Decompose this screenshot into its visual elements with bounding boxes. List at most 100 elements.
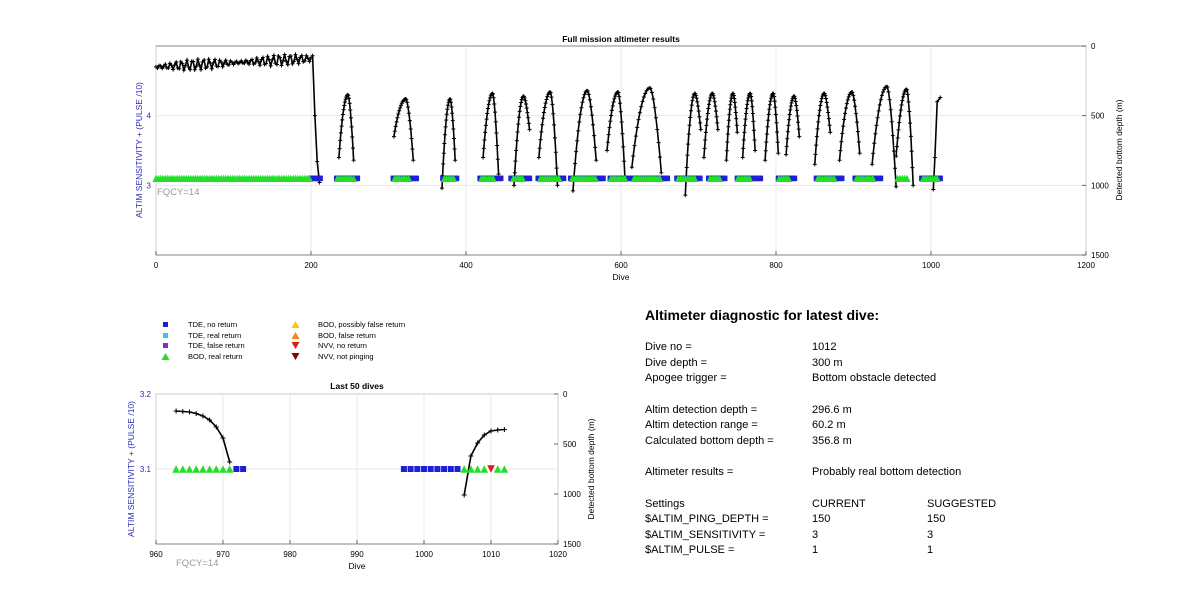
- legend-marker-icon: [160, 331, 172, 341]
- bottom-depth-point: [659, 170, 664, 175]
- bottom-depth-point: [341, 107, 346, 112]
- dive-no-value: 1012: [812, 341, 837, 353]
- bottom-depth-point: [491, 95, 496, 100]
- bottom-depth-point: [553, 150, 558, 155]
- bod-real-return-marker: [591, 174, 600, 182]
- bottom-depth-point: [701, 155, 706, 160]
- bottom-depth-point: [187, 409, 192, 415]
- bottom-depth-point: [838, 148, 843, 153]
- bottom-depth-point: [526, 121, 531, 126]
- bottom-depth-point: [514, 138, 519, 143]
- bottom-depth-point: [281, 58, 286, 63]
- bottom-depth-point: [406, 111, 411, 116]
- bottom-depth-point: [611, 99, 616, 104]
- bottom-depth-point: [393, 124, 398, 129]
- bod-real-return-marker: [715, 174, 724, 182]
- bottom-depth-point: [573, 161, 578, 166]
- bottom-depth-point: [772, 99, 777, 104]
- bottom-depth-point: [854, 111, 859, 116]
- bottom-depth-point: [891, 149, 896, 154]
- bottom-depth-point: [653, 115, 658, 120]
- x-tick-label: 1020: [549, 550, 567, 559]
- tde-no-return-marker: [414, 466, 421, 472]
- bottom-depth-point: [219, 59, 224, 64]
- bottom-depth-point: [541, 110, 546, 115]
- bottom-depth-point: [772, 94, 777, 99]
- bottom-depth-point: [685, 153, 690, 158]
- bottom-depth-point: [220, 64, 225, 69]
- bottom-depth-point: [854, 120, 859, 125]
- bottom-depth-point: [183, 63, 188, 68]
- tde-no-return-marker: [400, 466, 407, 472]
- bottom-depth-point: [350, 135, 355, 140]
- bottom-depth-point: [764, 140, 769, 145]
- bottom-depth-point: [713, 109, 718, 114]
- bottom-depth-point: [231, 62, 236, 67]
- y2-tick-label: 500: [1091, 112, 1105, 121]
- bottom-depth-point: [482, 138, 487, 143]
- bottom-depth-point: [656, 140, 661, 145]
- bottom-depth-point: [223, 58, 228, 63]
- x-tick-label: 970: [216, 550, 230, 559]
- bottom-depth-point: [247, 62, 251, 67]
- bottom-depth-point: [890, 133, 895, 138]
- bottom-depth-point: [828, 130, 833, 135]
- legend-label: TDE, false return: [188, 341, 245, 350]
- bottom-depth-point: [448, 97, 453, 102]
- bottom-depth-point: [640, 99, 645, 104]
- bottom-depth-point: [226, 62, 231, 67]
- bottom-depth-point: [637, 110, 642, 115]
- bottom-depth-point: [514, 148, 519, 153]
- bottom-depth-point: [351, 158, 356, 163]
- bottom-depth-point: [622, 159, 627, 164]
- bottom-depth-point: [213, 424, 219, 430]
- legend-marker-icon: [290, 341, 302, 351]
- bottom-depth-point: [788, 104, 793, 109]
- setting-name: $ALTIM_PING_DEPTH =: [645, 513, 769, 525]
- bottom-depth-point: [790, 98, 795, 103]
- bottom-depth-point: [488, 428, 494, 434]
- bottom-depth-point: [734, 123, 739, 128]
- bod-real-return-marker: [518, 174, 527, 182]
- bottom-depth-point: [160, 66, 165, 71]
- altim-range-value: 60.2 m: [812, 419, 846, 431]
- bottom-depth-point: [398, 105, 403, 110]
- tde-no-return-marker: [434, 466, 441, 472]
- bottom-depth-point: [871, 151, 876, 156]
- bottom-depth-point: [342, 100, 347, 105]
- bottom-depth-point: [797, 134, 802, 139]
- bod-real-return-marker: [480, 465, 489, 473]
- bottom-depth-point: [816, 119, 821, 124]
- bottom-depth-point: [704, 123, 709, 128]
- bottom-depth-point: [698, 120, 703, 125]
- bottom-depth-point: [632, 143, 637, 148]
- y2-tick-label: 1500: [1091, 251, 1109, 260]
- bottom-depth-point: [715, 120, 720, 125]
- bottom-depth-point: [885, 85, 890, 90]
- bottom-depth-point: [819, 99, 824, 104]
- bottom-depth-point: [181, 68, 186, 73]
- bottom-depth-point: [714, 114, 719, 119]
- bod-real-return-marker: [172, 465, 180, 473]
- bottom-depth-point: [694, 96, 699, 101]
- x-tick-label: 400: [459, 261, 473, 270]
- bottom-depth-point: [894, 154, 899, 159]
- bottom-depth-point: [686, 142, 691, 147]
- bottom-depth-point: [492, 102, 497, 107]
- bottom-depth-point: [177, 66, 182, 71]
- bottom-depth-point: [765, 124, 770, 129]
- marker-legend: TDE, no return TDE, real return TDE, false…: [160, 320, 460, 370]
- bottom-depth-point: [461, 492, 467, 498]
- setting-name: $ALTIM_SENSITIVITY =: [645, 528, 766, 541]
- bottom-depth-point: [173, 408, 179, 414]
- bottom-depth-point: [295, 57, 300, 62]
- bottom-depth-point: [304, 53, 309, 58]
- bottom-depth-point: [696, 109, 701, 114]
- bottom-depth-point: [404, 97, 409, 102]
- tde-no-return-marker: [454, 175, 460, 182]
- bottom-depth-point: [826, 116, 831, 121]
- bottom-depth-point: [741, 138, 746, 143]
- bottom-depth-point: [938, 95, 943, 100]
- bottom-depth-point: [693, 93, 698, 98]
- bottom-depth-point: [749, 98, 754, 103]
